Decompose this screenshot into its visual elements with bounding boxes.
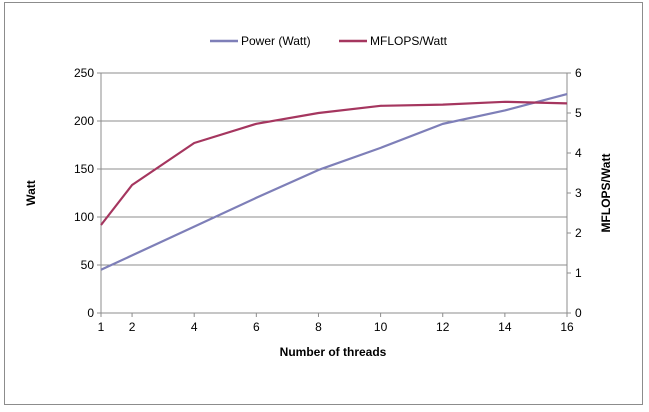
y-tick-label: 200 xyxy=(74,114,94,128)
x-tick-label: 14 xyxy=(498,320,512,334)
x-tick-label: 12 xyxy=(436,320,450,334)
x-tick-label: 4 xyxy=(191,320,198,334)
y-tick-label: 150 xyxy=(74,162,94,176)
series-line-mflops-per-watt xyxy=(100,100,568,226)
x-tick-label: 10 xyxy=(374,320,388,334)
y-axis-title: Watt xyxy=(24,180,38,206)
y-tick-label: 100 xyxy=(74,210,94,224)
x-tick-label: 8 xyxy=(315,320,322,334)
axes xyxy=(97,72,571,317)
y2-tick-label: 3 xyxy=(575,186,582,200)
chart-frame xyxy=(4,2,643,405)
y-tick-label: 0 xyxy=(87,306,94,320)
y-tick-label: 250 xyxy=(74,66,94,80)
gridlines xyxy=(101,72,567,266)
y2-tick-label: 5 xyxy=(575,106,582,120)
legend-label-power: Power (Watt) xyxy=(241,34,311,48)
y2-tick-label: 1 xyxy=(575,266,582,280)
x-tick-label: 6 xyxy=(253,320,260,334)
y2-tick-label: 2 xyxy=(575,226,582,240)
x-tick-label: 2 xyxy=(129,320,136,334)
series-line-power xyxy=(100,93,568,271)
x-axis-title: Number of threads xyxy=(280,345,387,359)
x-tick-label: 16 xyxy=(560,320,574,334)
legend-label-mflops: MFLOPS/Watt xyxy=(370,34,448,48)
series-lines xyxy=(100,93,568,271)
y2-tick-label: 4 xyxy=(575,146,582,160)
y2-axis-title: MFLOPS/Watt xyxy=(599,154,613,233)
legend: Power (Watt) MFLOPS/Watt xyxy=(210,34,448,48)
x-tick-label: 1 xyxy=(98,320,105,334)
y-tick-label: 50 xyxy=(81,258,95,272)
y2-tick-label: 6 xyxy=(575,66,582,80)
y2-tick-label: 0 xyxy=(575,306,582,320)
